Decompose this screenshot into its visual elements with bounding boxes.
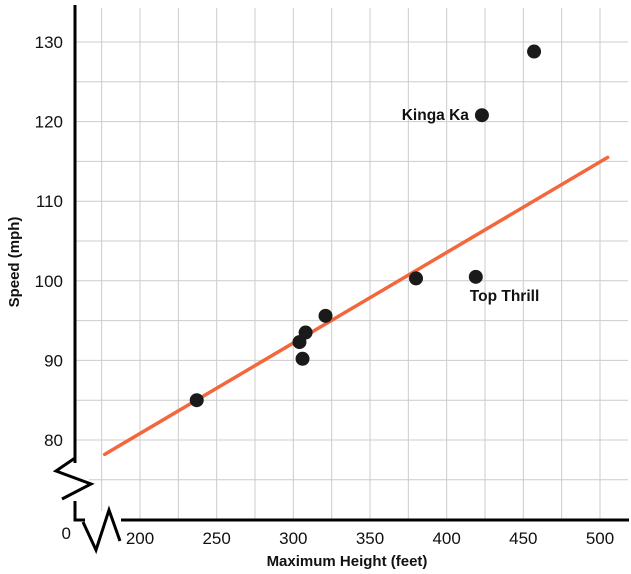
y-tick-label: 110: [36, 192, 63, 211]
data-point: [468, 269, 483, 284]
data-point: [298, 325, 313, 340]
data-point: [189, 393, 204, 408]
x-tick-label: 400: [432, 529, 460, 548]
x-tick-label: 450: [509, 529, 537, 548]
data-point: [295, 351, 310, 366]
x-axis-title: Maximum Height (feet): [267, 553, 428, 570]
y-tick-label: 130: [35, 33, 63, 52]
x-tick-label: 200: [126, 529, 154, 548]
gridlines-layer: [75, 8, 628, 520]
y-tick-label: 100: [35, 272, 63, 291]
y-tick-label: 120: [35, 113, 63, 132]
x-tick-label: 250: [202, 529, 230, 548]
x-tick-label: 500: [586, 529, 614, 548]
data-point: [318, 308, 333, 323]
y-axis-break-icon: [52, 456, 95, 501]
point-label: Top Thrill: [470, 288, 539, 305]
tick-labels-layer: 200 250 300 350 400 450 500 80 90 100 110 120 130 0: [35, 33, 615, 548]
data-points-layer: [189, 44, 542, 408]
trend-line-layer: [102, 155, 610, 457]
y-tick-label: 90: [44, 351, 63, 370]
data-point: [527, 44, 542, 59]
x-tick-label: 350: [356, 529, 384, 548]
x-tick-label: 300: [279, 529, 307, 548]
annotations-layer: Top Thrill Kinga Ka: [402, 107, 540, 305]
data-point: [474, 108, 489, 123]
y-axis-title: Speed (mph): [6, 217, 23, 308]
data-point: [409, 271, 423, 286]
origin-label: 0: [62, 524, 71, 543]
point-label: Kinga Ka: [402, 107, 470, 124]
trend-line: [102, 155, 610, 457]
x-axis-break-icon: [81, 505, 122, 555]
axis-breaks-layer: [52, 456, 122, 555]
y-tick-label: 80: [44, 431, 63, 450]
axes-layer: [73, 5, 629, 522]
